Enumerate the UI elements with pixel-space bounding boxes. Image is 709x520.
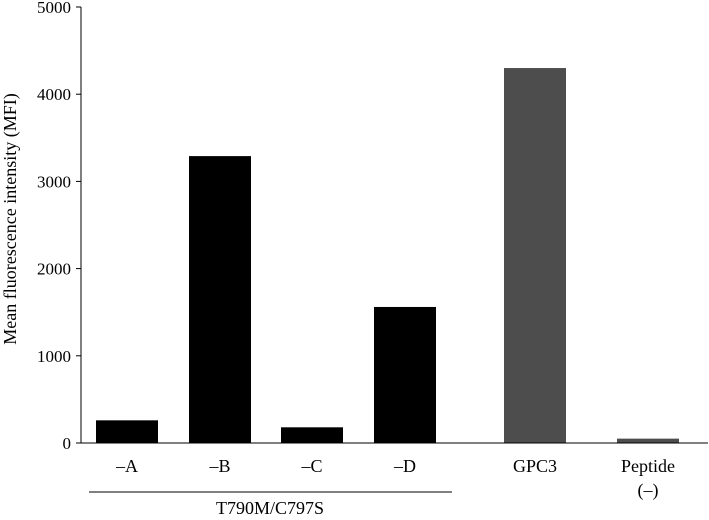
y-axis-label: Mean fluorescence intensity (MFI) [0, 93, 21, 344]
y-tick-label: 2000 [37, 260, 71, 279]
y-ticks-layer: 0 1000 2000 3000 4000 5000 [37, 0, 81, 453]
bar [374, 306, 436, 443]
x-tick-label: –D [393, 456, 416, 476]
group-label: T790M/C797S [216, 498, 324, 518]
x-tick-label: –A [115, 456, 138, 476]
x-tick-label: –C [300, 456, 322, 476]
x-tick-label: Peptide [621, 456, 675, 476]
x-tick-label: –B [208, 456, 230, 476]
x-labels-layer: –A –B –C –D GPC3 Peptide (–) [115, 456, 675, 501]
bar [189, 156, 251, 443]
y-tick-label: 1000 [37, 347, 71, 366]
bar [281, 427, 343, 443]
bar [617, 438, 679, 443]
bar [96, 420, 158, 443]
x-tick-label: GPC3 [513, 456, 557, 476]
bars-layer [96, 68, 679, 443]
x-tick-label: (–) [638, 480, 659, 501]
y-tick-label: 0 [63, 434, 72, 453]
y-tick-label: 3000 [37, 172, 71, 191]
y-tick-label: 4000 [37, 85, 71, 104]
y-tick-label: 5000 [37, 0, 71, 17]
bar [504, 68, 566, 443]
